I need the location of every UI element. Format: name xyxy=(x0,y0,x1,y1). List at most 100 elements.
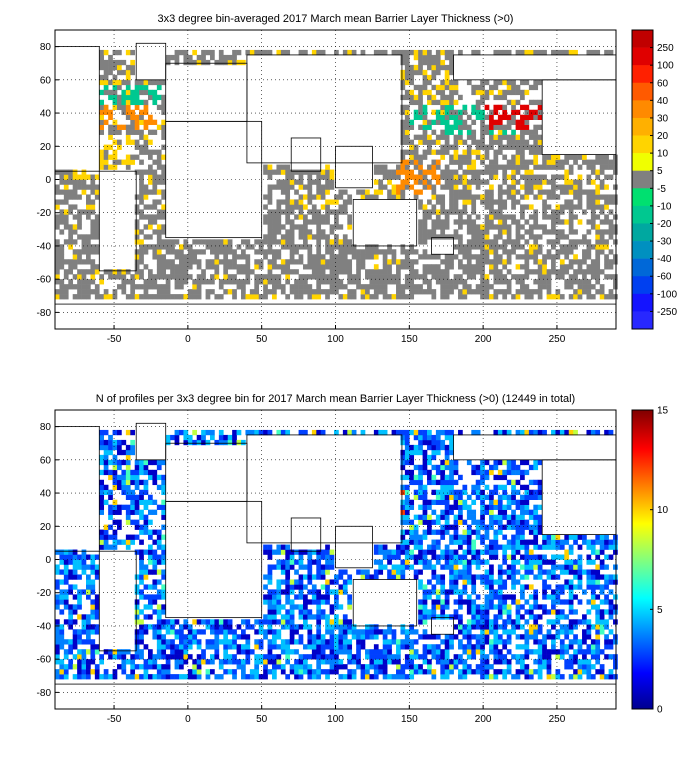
data-bin xyxy=(427,49,432,56)
y-tick-label: 20 xyxy=(40,142,52,153)
data-bin xyxy=(511,599,516,605)
data-bin xyxy=(156,244,162,250)
data-bin xyxy=(440,549,446,555)
data-bin xyxy=(497,94,503,101)
data-bin xyxy=(223,264,229,270)
data-bin xyxy=(427,564,432,570)
data-bin xyxy=(156,164,162,170)
data-bin xyxy=(546,574,552,580)
data-bin xyxy=(267,544,273,550)
data-bin xyxy=(400,674,406,680)
data-bin xyxy=(134,509,140,515)
data-bin xyxy=(108,69,113,76)
data-bin xyxy=(161,574,167,580)
data-bin xyxy=(311,649,317,655)
data-bin xyxy=(475,194,481,200)
data-bin xyxy=(329,609,335,615)
data-bin xyxy=(471,499,477,505)
data-bin xyxy=(497,89,503,96)
data-bin xyxy=(338,279,344,285)
data-bin xyxy=(130,659,136,665)
data-bin xyxy=(515,634,521,640)
data-bin xyxy=(511,199,516,205)
data-bin xyxy=(55,629,60,635)
data-bin xyxy=(81,639,87,645)
data-bin xyxy=(387,649,392,655)
data-bin xyxy=(121,69,127,76)
data-bin xyxy=(489,169,494,175)
data-bin xyxy=(404,439,410,446)
data-bin xyxy=(515,239,521,245)
data-bin xyxy=(449,484,454,491)
data-bin xyxy=(542,559,547,565)
data-bin xyxy=(307,179,313,185)
data-bin xyxy=(356,569,361,575)
data-bin xyxy=(280,669,286,675)
data-bin xyxy=(307,614,313,620)
data-bin xyxy=(427,99,432,106)
data-bin xyxy=(511,179,516,185)
data-bin xyxy=(134,664,140,670)
data-bin xyxy=(161,194,167,200)
data-bin xyxy=(568,154,574,160)
data-bin xyxy=(409,449,415,456)
data-bin xyxy=(68,239,74,245)
data-bin xyxy=(68,284,74,290)
data-bin xyxy=(449,99,454,106)
data-bin xyxy=(484,219,490,225)
data-bin xyxy=(311,254,317,260)
data-bin xyxy=(90,629,96,635)
data-bin xyxy=(165,624,171,630)
data-bin xyxy=(546,274,552,280)
data-bin xyxy=(537,194,543,200)
data-bin xyxy=(413,494,419,500)
data-bin xyxy=(551,159,556,165)
data-bin xyxy=(515,674,521,680)
data-bin xyxy=(480,489,485,496)
data-bin xyxy=(528,189,534,195)
data-bin xyxy=(462,174,468,180)
data-bin xyxy=(475,154,481,160)
data-bin xyxy=(55,204,60,210)
data-bin xyxy=(285,609,291,615)
data-bin xyxy=(506,139,512,145)
data-bin xyxy=(298,429,304,436)
data-bin xyxy=(170,629,175,635)
data-bin xyxy=(427,459,432,466)
data-bin xyxy=(276,49,282,56)
data-bin xyxy=(427,594,432,600)
data-bin xyxy=(520,564,525,570)
data-bin xyxy=(148,469,153,476)
data-bin xyxy=(453,519,459,525)
data-bin xyxy=(511,119,516,125)
data-bin xyxy=(156,539,162,545)
data-bin xyxy=(502,169,508,175)
data-bin xyxy=(170,644,175,650)
data-bin xyxy=(387,574,392,580)
data-bin xyxy=(303,239,308,245)
data-bin xyxy=(391,194,397,200)
data-bin xyxy=(551,179,556,185)
data-bin xyxy=(502,219,508,225)
data-bin xyxy=(458,499,463,505)
data-bin xyxy=(422,564,428,570)
data-bin xyxy=(418,514,423,520)
data-bin xyxy=(373,194,379,200)
data-bin xyxy=(289,564,295,570)
data-bin xyxy=(156,604,162,610)
data-bin xyxy=(462,104,468,111)
data-bin xyxy=(143,584,149,590)
data-bin xyxy=(511,144,516,150)
data-bin xyxy=(72,569,78,575)
data-bin xyxy=(316,259,322,265)
data-bin xyxy=(435,519,441,525)
data-bin xyxy=(551,244,556,250)
data-bin xyxy=(480,614,485,620)
data-bin xyxy=(236,59,242,66)
data-bin xyxy=(311,214,317,220)
data-bin xyxy=(449,449,454,456)
data-bin xyxy=(453,199,459,205)
data-bin xyxy=(551,649,556,655)
data-bin xyxy=(245,279,251,285)
data-bin xyxy=(117,539,122,545)
